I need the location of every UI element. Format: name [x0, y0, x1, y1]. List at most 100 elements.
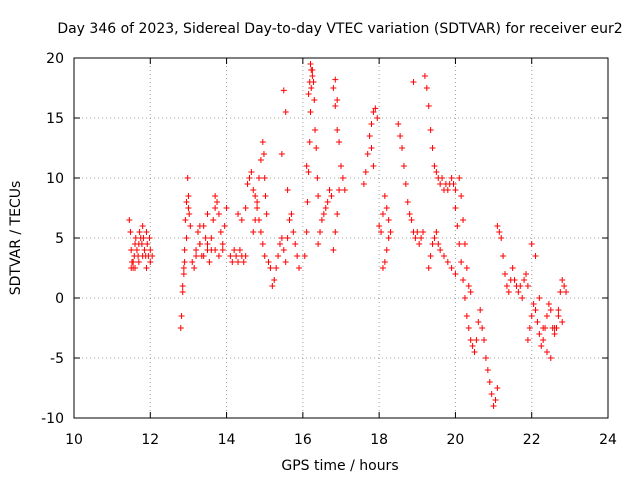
data-point — [536, 295, 543, 301]
data-point — [257, 157, 264, 163]
data-point — [444, 259, 451, 265]
data-point — [219, 247, 226, 253]
data-point — [330, 85, 337, 91]
data-point — [532, 253, 539, 259]
data-point — [275, 253, 282, 259]
data-point — [315, 193, 322, 199]
data-point — [248, 169, 255, 175]
data-point — [412, 235, 419, 241]
data-point — [284, 187, 291, 193]
data-point — [374, 115, 381, 121]
data-point — [494, 385, 501, 391]
data-point — [132, 265, 139, 271]
data-point — [278, 235, 285, 241]
data-point — [182, 217, 189, 223]
data-point — [282, 109, 289, 115]
data-point — [543, 349, 550, 355]
data-point — [467, 337, 474, 343]
data-point — [308, 67, 315, 73]
data-point — [490, 403, 497, 409]
data-point — [334, 211, 341, 217]
data-point — [341, 187, 348, 193]
data-point — [368, 121, 375, 127]
data-point — [517, 283, 524, 289]
data-point — [332, 76, 339, 83]
data-point — [452, 271, 459, 277]
data-point — [402, 181, 409, 187]
data-point — [502, 271, 509, 277]
data-point — [463, 313, 470, 319]
data-point — [467, 289, 474, 295]
data-point — [212, 247, 219, 253]
data-point — [332, 229, 339, 235]
data-point — [479, 325, 486, 331]
data-point — [555, 313, 562, 319]
data-point — [482, 355, 489, 361]
data-point — [532, 307, 539, 313]
data-point — [238, 217, 245, 223]
data-point — [196, 223, 203, 229]
data-point — [187, 223, 194, 229]
data-point — [334, 97, 341, 103]
data-point — [307, 61, 314, 67]
data-point — [147, 259, 154, 265]
x-tick-label: 12 — [141, 432, 159, 448]
data-point — [404, 199, 411, 205]
data-point — [240, 259, 247, 265]
data-point — [444, 187, 451, 193]
data-point — [202, 235, 209, 241]
data-point — [420, 229, 427, 235]
data-point — [233, 253, 240, 259]
data-point — [223, 205, 230, 211]
data-point — [366, 133, 373, 139]
data-point — [204, 247, 211, 253]
data-point — [461, 295, 468, 301]
data-point — [385, 217, 392, 223]
data-point — [498, 235, 505, 241]
data-point — [178, 313, 185, 319]
data-point — [177, 325, 184, 331]
data-point — [559, 319, 566, 325]
data-point — [471, 349, 478, 355]
data-point — [183, 235, 190, 241]
data-point — [309, 73, 316, 79]
data-point — [127, 229, 134, 235]
data-point — [437, 247, 444, 253]
data-point — [439, 175, 446, 181]
data-point — [425, 265, 432, 271]
data-point — [314, 175, 321, 181]
data-point — [219, 241, 226, 247]
grid — [74, 58, 608, 418]
data-point — [317, 229, 324, 235]
data-point — [458, 193, 465, 199]
data-point — [395, 121, 402, 127]
data-point — [330, 247, 337, 253]
data-point — [423, 85, 430, 91]
data-point — [521, 277, 528, 283]
data-point — [427, 127, 434, 133]
data-point — [418, 235, 425, 241]
data-point — [505, 289, 512, 295]
data-point — [336, 139, 343, 145]
data-point — [437, 181, 444, 187]
data-point — [146, 235, 153, 241]
data-point — [138, 241, 145, 247]
data-point — [561, 283, 568, 289]
data-point — [318, 217, 325, 223]
data-point — [304, 199, 311, 205]
data-point — [257, 229, 264, 235]
data-point — [461, 241, 468, 247]
data-point — [440, 253, 447, 259]
data-point — [551, 331, 558, 337]
data-point — [364, 151, 371, 157]
data-point — [427, 253, 434, 259]
data-point — [185, 205, 192, 211]
data-point — [280, 87, 287, 94]
data-point — [259, 241, 266, 247]
data-point — [217, 229, 224, 235]
y-tick-label: 5 — [55, 231, 64, 247]
data-point — [212, 193, 219, 199]
data-point — [231, 247, 238, 253]
data-point — [400, 163, 407, 169]
